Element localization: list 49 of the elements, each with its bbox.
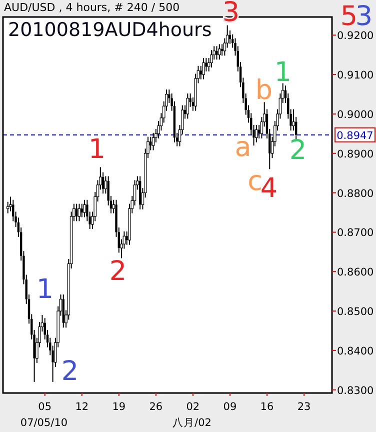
candlestick	[216, 46, 218, 60]
y-tick-label: 0.8400	[337, 345, 374, 358]
candlestick	[186, 92, 190, 120]
chart-subtitle: AUD/USD , 4 hours, # 240 / 500	[4, 1, 180, 14]
ref-line-label: 0.8947	[336, 130, 374, 142]
x-tick-label: 19	[112, 401, 126, 413]
text: 07/05/10	[20, 417, 68, 429]
chart-title: 20100819AUD4hours	[8, 19, 212, 41]
text: 八月/02	[172, 417, 212, 429]
annotation: 2	[61, 356, 79, 387]
x-tick-label: 23	[297, 401, 311, 413]
annotation: 2	[109, 256, 127, 287]
y-tick-label: 0.8900	[337, 148, 374, 160]
candlestick	[78, 203, 81, 222]
y-tick-label: 0.8300	[337, 384, 374, 397]
x-tick-label: 12	[75, 401, 89, 413]
candlestick	[62, 294, 64, 328]
candlestick	[76, 203, 78, 222]
y-tick-label: 0.8800	[337, 188, 374, 200]
y-tick-label: 0.8600	[337, 266, 374, 279]
candlestick	[202, 57, 205, 80]
x-tick-label: 09	[223, 401, 237, 413]
y-tick-label: 0.9000	[337, 108, 374, 121]
candlestick	[218, 44, 221, 60]
text: 5	[340, 1, 358, 32]
candlestick	[255, 124, 258, 143]
y-tick-label: 0.8500	[337, 306, 374, 318]
x-tick-label: 05	[38, 401, 52, 413]
annotation: b	[255, 75, 273, 106]
annotation: c	[248, 166, 262, 197]
annotation: 1	[36, 274, 54, 305]
candlestick	[83, 199, 86, 218]
annotation: 1	[274, 57, 292, 88]
candlestick	[152, 132, 155, 151]
candlestick	[80, 203, 83, 218]
candlestick	[138, 176, 142, 210]
x-tick-label: 16	[260, 401, 274, 413]
annotation: a	[234, 132, 252, 163]
y-tick-label: 0.9100	[337, 70, 374, 82]
annotation: 1	[88, 134, 106, 165]
text: 3	[355, 1, 373, 32]
y-tick-label: 0.9200	[337, 30, 374, 42]
annotation: 4	[260, 173, 278, 204]
x-tick-label: 26	[149, 401, 163, 413]
candlestick	[210, 50, 213, 68]
candlestick	[228, 30, 232, 44]
y-tick-label: 0.8700	[337, 227, 374, 240]
annotation: 2	[289, 135, 307, 166]
x-tick-label: 02	[186, 401, 200, 413]
